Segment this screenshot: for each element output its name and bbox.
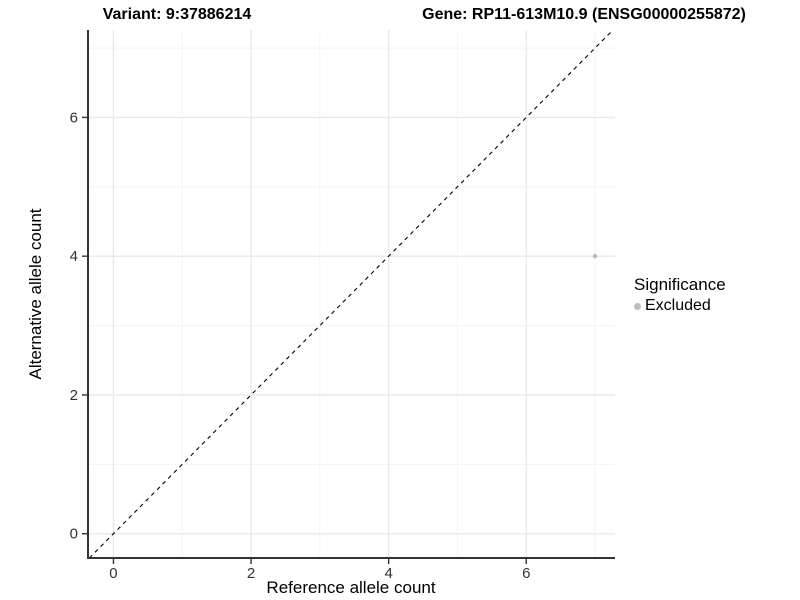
x-tick-label: 4 (384, 565, 392, 582)
y-tick-label: 0 (70, 526, 78, 543)
legend-entry-label: Excluded (645, 297, 711, 314)
y-tick-label: 6 (70, 109, 78, 126)
data-point (592, 253, 598, 259)
excluded-point-icon (634, 302, 641, 310)
legend: Significance Excluded (634, 275, 726, 315)
gene-title: Gene: RP11-613M10.9 (ENSG00000255872) (422, 6, 746, 23)
x-tick-label: 2 (247, 565, 255, 582)
x-tick-label: 6 (522, 565, 530, 582)
x-axis-title: Reference allele count (266, 578, 436, 597)
legend-entry: Excluded (634, 297, 726, 315)
y-axis-title: Alternative allele count (26, 208, 45, 380)
x-tick-label: 0 (109, 565, 117, 582)
identity-line (88, 29, 614, 559)
variant-title: Variant: 9:37886214 (102, 6, 252, 23)
y-tick-label: 2 (70, 387, 78, 404)
legend-title: Significance (634, 275, 726, 294)
y-tick-label: 4 (70, 248, 78, 265)
